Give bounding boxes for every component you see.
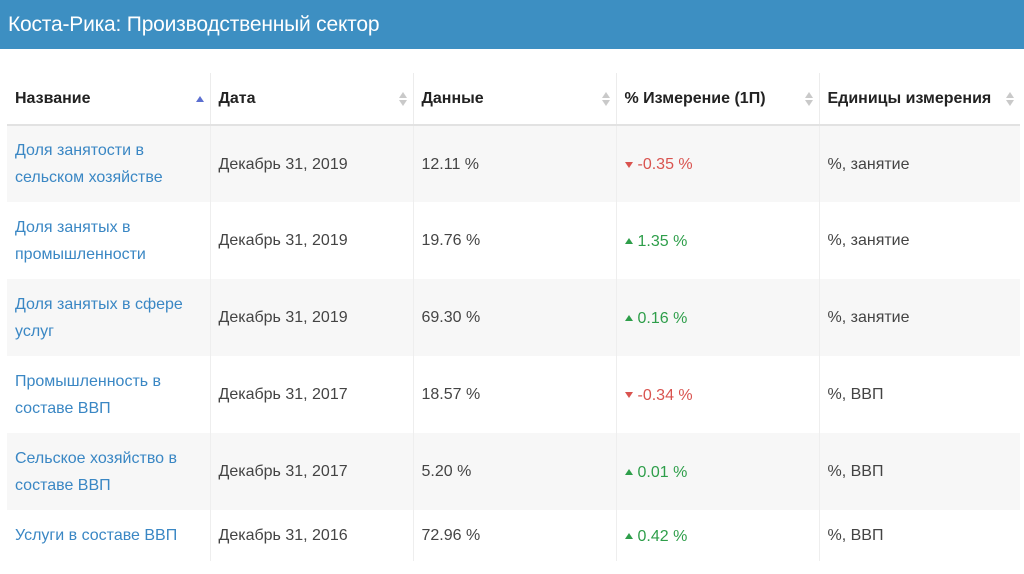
- cell-change: -0.35 %: [616, 125, 820, 202]
- cell-value: 69.30 %: [413, 279, 617, 356]
- change-indicator: 0.42 %: [624, 523, 688, 550]
- column-header-label: Данные: [421, 89, 484, 107]
- cell-change: 0.42 %: [616, 510, 820, 561]
- indicator-link[interactable]: Промышленность в составе ВВП: [15, 372, 162, 417]
- indicator-link[interactable]: Сельское хозяйство в составе ВВП: [15, 449, 177, 494]
- cell-name: Доля занятых в промышленности: [7, 202, 211, 279]
- cell-date: Декабрь 31, 2019: [210, 279, 414, 356]
- cell-value: 12.11 %: [413, 125, 617, 202]
- change-indicator: 0.16 %: [624, 305, 688, 332]
- cell-unit: %, ВВП: [819, 510, 1020, 561]
- sort-icon: [398, 91, 407, 106]
- page-title: Коста-Рика: Производственный сектор: [8, 12, 380, 36]
- triangle-down-icon: [624, 392, 633, 399]
- column-header-name[interactable]: Название: [7, 73, 211, 126]
- cell-change: -0.34 %: [616, 356, 820, 433]
- cell-change: 1.35 %: [616, 202, 820, 279]
- cell-value: 18.57 %: [413, 356, 617, 433]
- sort-icon: [1006, 91, 1014, 106]
- cell-date: Декабрь 31, 2016: [210, 510, 414, 561]
- cell-date: Декабрь 31, 2017: [210, 433, 414, 510]
- cell-value: 72.96 %: [413, 510, 617, 561]
- change-value: 1.35 %: [637, 232, 688, 250]
- cell-name: Доля занятости в сельском хозяйстве: [7, 125, 211, 202]
- cell-date: Декабрь 31, 2019: [210, 125, 414, 202]
- indicator-link[interactable]: Доля занятых в промышленности: [15, 218, 146, 263]
- cell-unit: %, занятие: [819, 125, 1020, 202]
- cell-date: Декабрь 31, 2019: [210, 202, 414, 279]
- table-row: Промышленность в составе ВВП Декабрь 31,…: [7, 356, 1020, 433]
- cell-value: 19.76 %: [413, 202, 617, 279]
- change-value: 0.16 %: [637, 309, 688, 327]
- table-row: Доля занятых в сфере услуг Декабрь 31, 2…: [7, 279, 1020, 356]
- indicator-link[interactable]: Услуги в составе ВВП: [15, 527, 178, 544]
- column-header-label: Единицы измерения: [827, 89, 992, 107]
- triangle-up-icon: [624, 533, 633, 540]
- cell-name: Промышленность в составе ВВП: [7, 356, 211, 433]
- cell-date: Декабрь 31, 2017: [210, 356, 414, 433]
- change-indicator: 0.01 %: [624, 459, 688, 486]
- triangle-down-icon: [624, 161, 633, 168]
- triangle-up-icon: [624, 469, 633, 476]
- cell-unit: %, занятие: [819, 202, 1020, 279]
- indicator-link[interactable]: Доля занятых в сфере услуг: [15, 295, 183, 340]
- table-row: Доля занятости в сельском хозяйстве Дека…: [7, 125, 1020, 202]
- sort-asc-icon: [195, 95, 204, 102]
- cell-change: 0.16 %: [616, 279, 820, 356]
- change-indicator: -0.35 %: [624, 151, 693, 178]
- table-header-row: Название Дата Данные % Измерение (1П) Ед…: [7, 73, 1020, 126]
- change-indicator: -0.34 %: [624, 382, 693, 409]
- cell-unit: %, ВВП: [819, 356, 1020, 433]
- cell-name: Услуги в составе ВВП: [7, 510, 211, 561]
- column-header-label: Дата: [218, 89, 256, 107]
- data-table: Название Дата Данные % Измерение (1П) Ед…: [7, 73, 1020, 561]
- change-value: 0.42 %: [637, 527, 688, 545]
- indicator-link[interactable]: Доля занятости в сельском хозяйстве: [15, 142, 163, 186]
- triangle-up-icon: [624, 238, 633, 245]
- change-indicator: 1.35 %: [624, 228, 688, 255]
- column-header-value[interactable]: Данные: [413, 73, 617, 126]
- table-row: Сельское хозяйство в составе ВВП Декабрь…: [7, 433, 1020, 510]
- page-header: Коста-Рика: Производственный сектор: [0, 0, 1024, 49]
- change-value: -0.34 %: [637, 386, 693, 404]
- cell-name: Сельское хозяйство в составе ВВП: [7, 433, 211, 510]
- column-header-change[interactable]: % Измерение (1П): [616, 73, 820, 126]
- column-header-label: Название: [15, 89, 91, 107]
- column-header-label: % Измерение (1П): [624, 89, 766, 107]
- change-value: -0.35 %: [637, 156, 693, 174]
- table-container: Название Дата Данные % Измерение (1П) Ед…: [0, 49, 1024, 561]
- cell-unit: %, занятие: [819, 279, 1020, 356]
- sort-icon: [804, 91, 813, 106]
- table-row: Услуги в составе ВВП Декабрь 31, 2016 72…: [7, 510, 1020, 561]
- table-row: Доля занятых в промышленности Декабрь 31…: [7, 202, 1020, 279]
- change-value: 0.01 %: [637, 463, 688, 481]
- cell-name: Доля занятых в сфере услуг: [7, 279, 211, 356]
- cell-change: 0.01 %: [616, 433, 820, 510]
- cell-unit: %, ВВП: [819, 433, 1020, 510]
- sort-icon: [601, 91, 610, 106]
- column-header-date[interactable]: Дата: [210, 73, 414, 126]
- triangle-up-icon: [624, 315, 633, 322]
- column-header-unit[interactable]: Единицы измерения: [819, 73, 1020, 126]
- cell-value: 5.20 %: [413, 433, 617, 510]
